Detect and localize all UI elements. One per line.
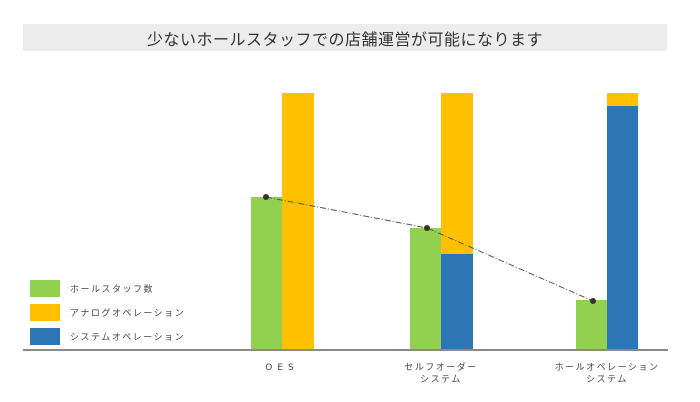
legend: ホールスタッフ数 アナログオペレーション システムオペレーション	[30, 276, 185, 348]
legend-item-analog: アナログオペレーション	[30, 300, 185, 324]
bar-selforder-analog	[441, 93, 473, 254]
legend-item-system: システムオペレーション	[30, 324, 185, 348]
x-tick-label-hallop: ホールオペレーション システム	[554, 363, 660, 385]
legend-label: ホールスタッフ数	[70, 284, 155, 295]
legend-item-staff: ホールスタッフ数	[30, 276, 185, 300]
x-axis	[23, 349, 668, 351]
legend-swatch-yellow	[30, 303, 60, 321]
bar-selforder-system	[441, 254, 473, 349]
x-tick-label-oes: OES	[265, 363, 299, 373]
bar-hallop-analog	[607, 93, 638, 106]
bar-selforder-staff	[410, 228, 441, 349]
data-point	[424, 225, 430, 231]
x-tick-label-selforder: セルフオーダー システム	[404, 363, 478, 385]
bar-hallop-system	[607, 106, 638, 349]
bar-oes-analog	[282, 93, 314, 349]
chart-title: 少ないホールスタッフでの店舗運営が可能になります	[23, 24, 667, 51]
bar-hallop-staff	[576, 300, 607, 349]
legend-swatch-blue	[30, 327, 60, 345]
data-point	[590, 298, 596, 304]
legend-swatch-green	[30, 279, 60, 297]
legend-label: システムオペレーション	[70, 332, 186, 343]
legend-label: アナログオペレーション	[70, 308, 186, 319]
bar-oes-staff	[251, 197, 282, 349]
data-point	[263, 194, 269, 200]
